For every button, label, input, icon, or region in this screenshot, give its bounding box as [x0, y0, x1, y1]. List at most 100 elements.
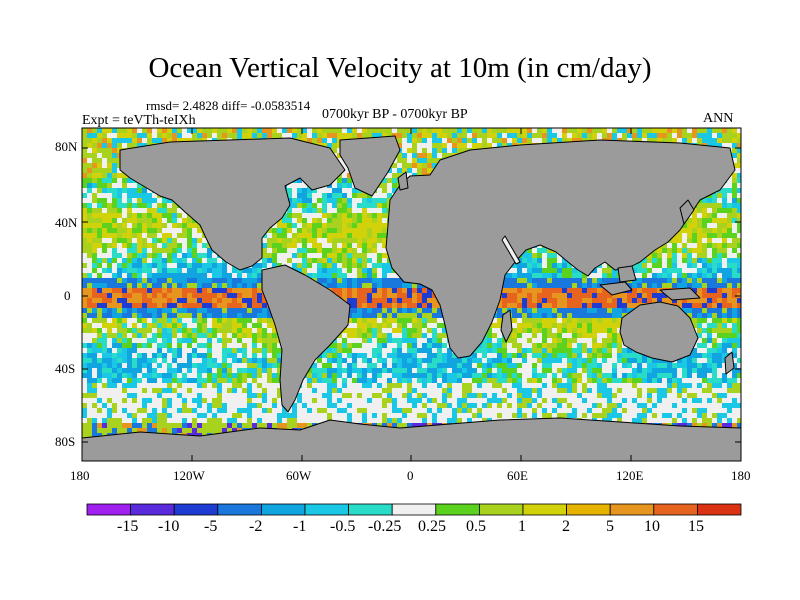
- velocity-cell: [287, 228, 293, 234]
- velocity-cell: [132, 293, 138, 299]
- velocity-cell: [177, 268, 183, 274]
- velocity-cell: [567, 283, 573, 289]
- velocity-cell: [392, 163, 398, 169]
- velocity-cell: [382, 283, 388, 289]
- velocity-cell: [727, 138, 733, 144]
- velocity-cell: [692, 303, 698, 309]
- velocity-cell: [152, 308, 158, 314]
- velocity-cell: [127, 263, 133, 269]
- velocity-cell: [172, 293, 178, 299]
- velocity-cell: [357, 273, 363, 279]
- velocity-cell: [737, 288, 741, 294]
- velocity-cell: [682, 263, 688, 269]
- velocity-cell: [362, 313, 368, 319]
- velocity-cell: [147, 273, 153, 279]
- velocity-cell: [427, 158, 433, 164]
- velocity-cell: [687, 228, 693, 234]
- velocity-cell: [487, 128, 493, 134]
- velocity-cell: [97, 293, 103, 299]
- velocity-cell: [347, 223, 353, 229]
- velocity-cell: [672, 128, 678, 134]
- velocity-cell: [147, 203, 153, 209]
- velocity-cell: [327, 218, 333, 224]
- velocity-cell: [137, 298, 143, 304]
- velocity-cell: [132, 213, 138, 219]
- velocity-cell: [422, 298, 428, 304]
- velocity-cell: [497, 128, 503, 134]
- velocity-cell: [377, 198, 383, 204]
- velocity-cell: [102, 153, 108, 159]
- velocity-cell: [522, 138, 528, 144]
- velocity-cell: [217, 293, 223, 299]
- velocity-cell: [102, 298, 108, 304]
- velocity-cell: [87, 253, 93, 259]
- velocity-cell: [607, 128, 613, 134]
- velocity-cell: [727, 133, 733, 139]
- velocity-cell: [402, 283, 408, 289]
- velocity-cell: [217, 303, 223, 309]
- velocity-cell: [122, 253, 128, 259]
- velocity-cell: [137, 288, 143, 294]
- velocity-cell: [562, 258, 568, 264]
- velocity-cell: [717, 143, 723, 149]
- velocity-cell: [587, 293, 593, 299]
- velocity-cell: [202, 248, 208, 254]
- velocity-cell: [402, 293, 408, 299]
- velocity-cell: [92, 248, 98, 254]
- velocity-cell: [557, 298, 563, 304]
- velocity-cell: [547, 313, 553, 319]
- velocity-cell: [307, 193, 313, 199]
- velocity-cell: [437, 138, 443, 144]
- velocity-cell: [682, 308, 688, 314]
- velocity-cell: [417, 143, 423, 149]
- velocity-cell: [592, 283, 598, 289]
- velocity-cell: [382, 248, 388, 254]
- velocity-cell: [707, 128, 713, 134]
- velocity-cell: [667, 278, 673, 284]
- velocity-cell: [162, 218, 168, 224]
- velocity-cell: [332, 278, 338, 284]
- velocity-cell: [137, 293, 143, 299]
- velocity-cell: [152, 203, 158, 209]
- velocity-cell: [682, 238, 688, 244]
- velocity-cell: [422, 303, 428, 309]
- velocity-cell: [687, 298, 693, 304]
- velocity-cell: [527, 288, 533, 294]
- velocity-cell: [422, 313, 428, 319]
- velocity-cell: [207, 258, 213, 264]
- velocity-cell: [337, 283, 343, 289]
- velocity-cell: [327, 268, 333, 274]
- velocity-cell: [357, 253, 363, 259]
- velocity-cell: [332, 213, 338, 219]
- velocity-cell: [652, 263, 658, 269]
- velocity-cell: [92, 193, 98, 199]
- velocity-cell: [712, 258, 718, 264]
- velocity-cell: [502, 303, 508, 309]
- velocity-cell: [182, 223, 188, 229]
- velocity-cell: [182, 213, 188, 219]
- velocity-cell: [357, 263, 363, 269]
- velocity-cell: [367, 263, 373, 269]
- velocity-cell: [412, 168, 418, 174]
- velocity-cell: [112, 248, 118, 254]
- velocity-cell: [552, 273, 558, 279]
- velocity-cell: [707, 273, 713, 279]
- velocity-cell: [717, 203, 723, 209]
- velocity-cell: [137, 238, 143, 244]
- velocity-cell: [127, 298, 133, 304]
- velocity-cell: [162, 298, 168, 304]
- velocity-cell: [472, 143, 478, 149]
- velocity-cell: [392, 173, 398, 179]
- velocity-cell: [617, 308, 623, 314]
- velocity-cell: [692, 138, 698, 144]
- velocity-cell: [272, 128, 278, 134]
- velocity-cell: [702, 243, 708, 249]
- velocity-cell: [367, 208, 373, 214]
- velocity-cell: [302, 248, 308, 254]
- velocity-cell: [642, 298, 648, 304]
- velocity-cell: [332, 193, 338, 199]
- velocity-cell: [702, 218, 708, 224]
- velocity-cell: [727, 218, 733, 224]
- velocity-cell: [422, 153, 428, 159]
- velocity-cell: [672, 133, 678, 139]
